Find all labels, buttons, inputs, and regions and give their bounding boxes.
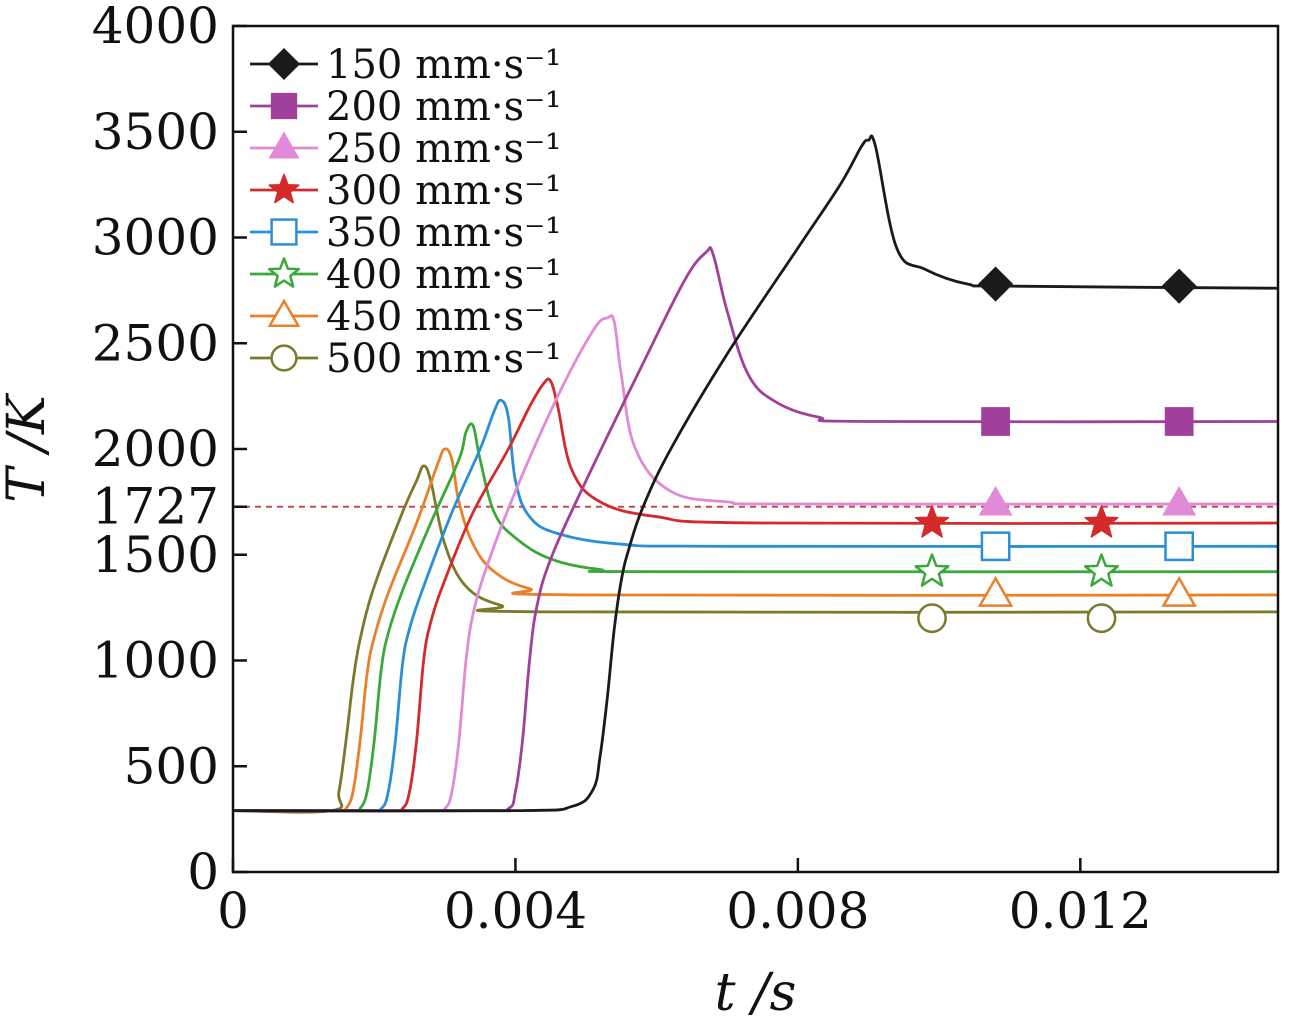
series-line-7 xyxy=(233,447,1278,813)
legend-item-2: 200 mm·s⁻¹ xyxy=(250,84,561,130)
legend-marker xyxy=(270,218,298,246)
legend-label: 150 mm·s⁻¹ xyxy=(326,42,561,88)
y-tick-label: 500 xyxy=(124,737,219,795)
x-tick-label: 0.008 xyxy=(726,882,869,940)
series-marker-4 xyxy=(914,505,950,538)
series-line-3 xyxy=(233,314,1278,813)
series-marker-7 xyxy=(1161,575,1197,607)
legend-label: 300 mm·s⁻¹ xyxy=(326,168,561,214)
series-marker-2 xyxy=(1164,407,1194,436)
legend-item-1: 150 mm·s⁻¹ xyxy=(250,42,561,88)
legend-item-4: 300 mm·s⁻¹ xyxy=(250,168,561,214)
series-marker-8 xyxy=(1086,603,1117,634)
series-marker-5 xyxy=(1164,531,1195,562)
legend-marker xyxy=(267,257,301,288)
legend-marker xyxy=(270,92,298,120)
series-marker-3 xyxy=(978,485,1013,516)
y-tick-label: 3000 xyxy=(92,209,219,267)
series-line-5 xyxy=(233,398,1278,813)
x-tick-label: 0.012 xyxy=(1009,882,1152,940)
series-marker-1 xyxy=(1161,268,1197,304)
y-tick-label: 1000 xyxy=(92,632,219,690)
series-marker-5 xyxy=(980,531,1011,562)
legend-label: 200 mm·s⁻¹ xyxy=(326,84,561,130)
series-marker-7 xyxy=(977,575,1014,607)
y-tick-label: 4000 xyxy=(92,0,219,55)
legend-item-7: 450 mm·s⁻¹ xyxy=(250,294,561,340)
series-line-6 xyxy=(233,422,1278,813)
y-tick-label-1727: 1727 xyxy=(92,478,219,536)
y-tick-label: 2000 xyxy=(92,420,219,478)
legend-item-6: 400 mm·s⁻¹ xyxy=(250,252,561,298)
legend-marker xyxy=(268,131,300,159)
y-tick-label: 2500 xyxy=(92,314,219,372)
legend-label: 500 mm·s⁻¹ xyxy=(326,336,561,382)
marker-group xyxy=(914,266,1197,634)
legend-item-5: 350 mm·s⁻¹ xyxy=(250,210,561,256)
series-line-8 xyxy=(233,464,1278,814)
legend-label: 450 mm·s⁻¹ xyxy=(326,294,561,340)
x-axis-title: t /s xyxy=(715,963,797,1023)
x-tick-label: 0.004 xyxy=(444,882,587,940)
legend-item-3: 250 mm·s⁻¹ xyxy=(250,126,561,172)
legend-marker xyxy=(268,173,300,204)
series-marker-3 xyxy=(1162,485,1197,516)
series-marker-6 xyxy=(1083,553,1120,587)
series-line-2 xyxy=(233,246,1278,813)
legend-marker xyxy=(267,47,301,81)
series-marker-8 xyxy=(917,603,947,634)
series-line-4 xyxy=(233,377,1278,813)
axis-ticks: 0 0.004 0.008 0.012 0 500 1000 1500 2000 2500 3000… xyxy=(92,0,1152,940)
legend-label: 400 mm·s⁻¹ xyxy=(326,252,561,298)
y-tick-label: 1500 xyxy=(92,526,219,584)
legend-marker xyxy=(267,298,301,327)
series-line-1 xyxy=(233,134,1278,813)
x-tick-label: 0 xyxy=(217,882,249,940)
y-tick-label: 0 xyxy=(187,843,219,901)
series-marker-6 xyxy=(914,553,950,587)
series-marker-2 xyxy=(981,407,1010,436)
series-marker-4 xyxy=(1084,505,1119,538)
y-axis-title: T /K xyxy=(0,392,57,503)
legend-label: 350 mm·s⁻¹ xyxy=(326,210,561,256)
series-group xyxy=(233,134,1278,814)
y-tick-label: 3500 xyxy=(92,103,219,161)
legend-marker xyxy=(270,344,298,372)
legend-item-8: 500 mm·s⁻¹ xyxy=(250,336,561,382)
legend-label: 250 mm·s⁻¹ xyxy=(326,126,561,172)
series-marker-1 xyxy=(978,266,1014,302)
